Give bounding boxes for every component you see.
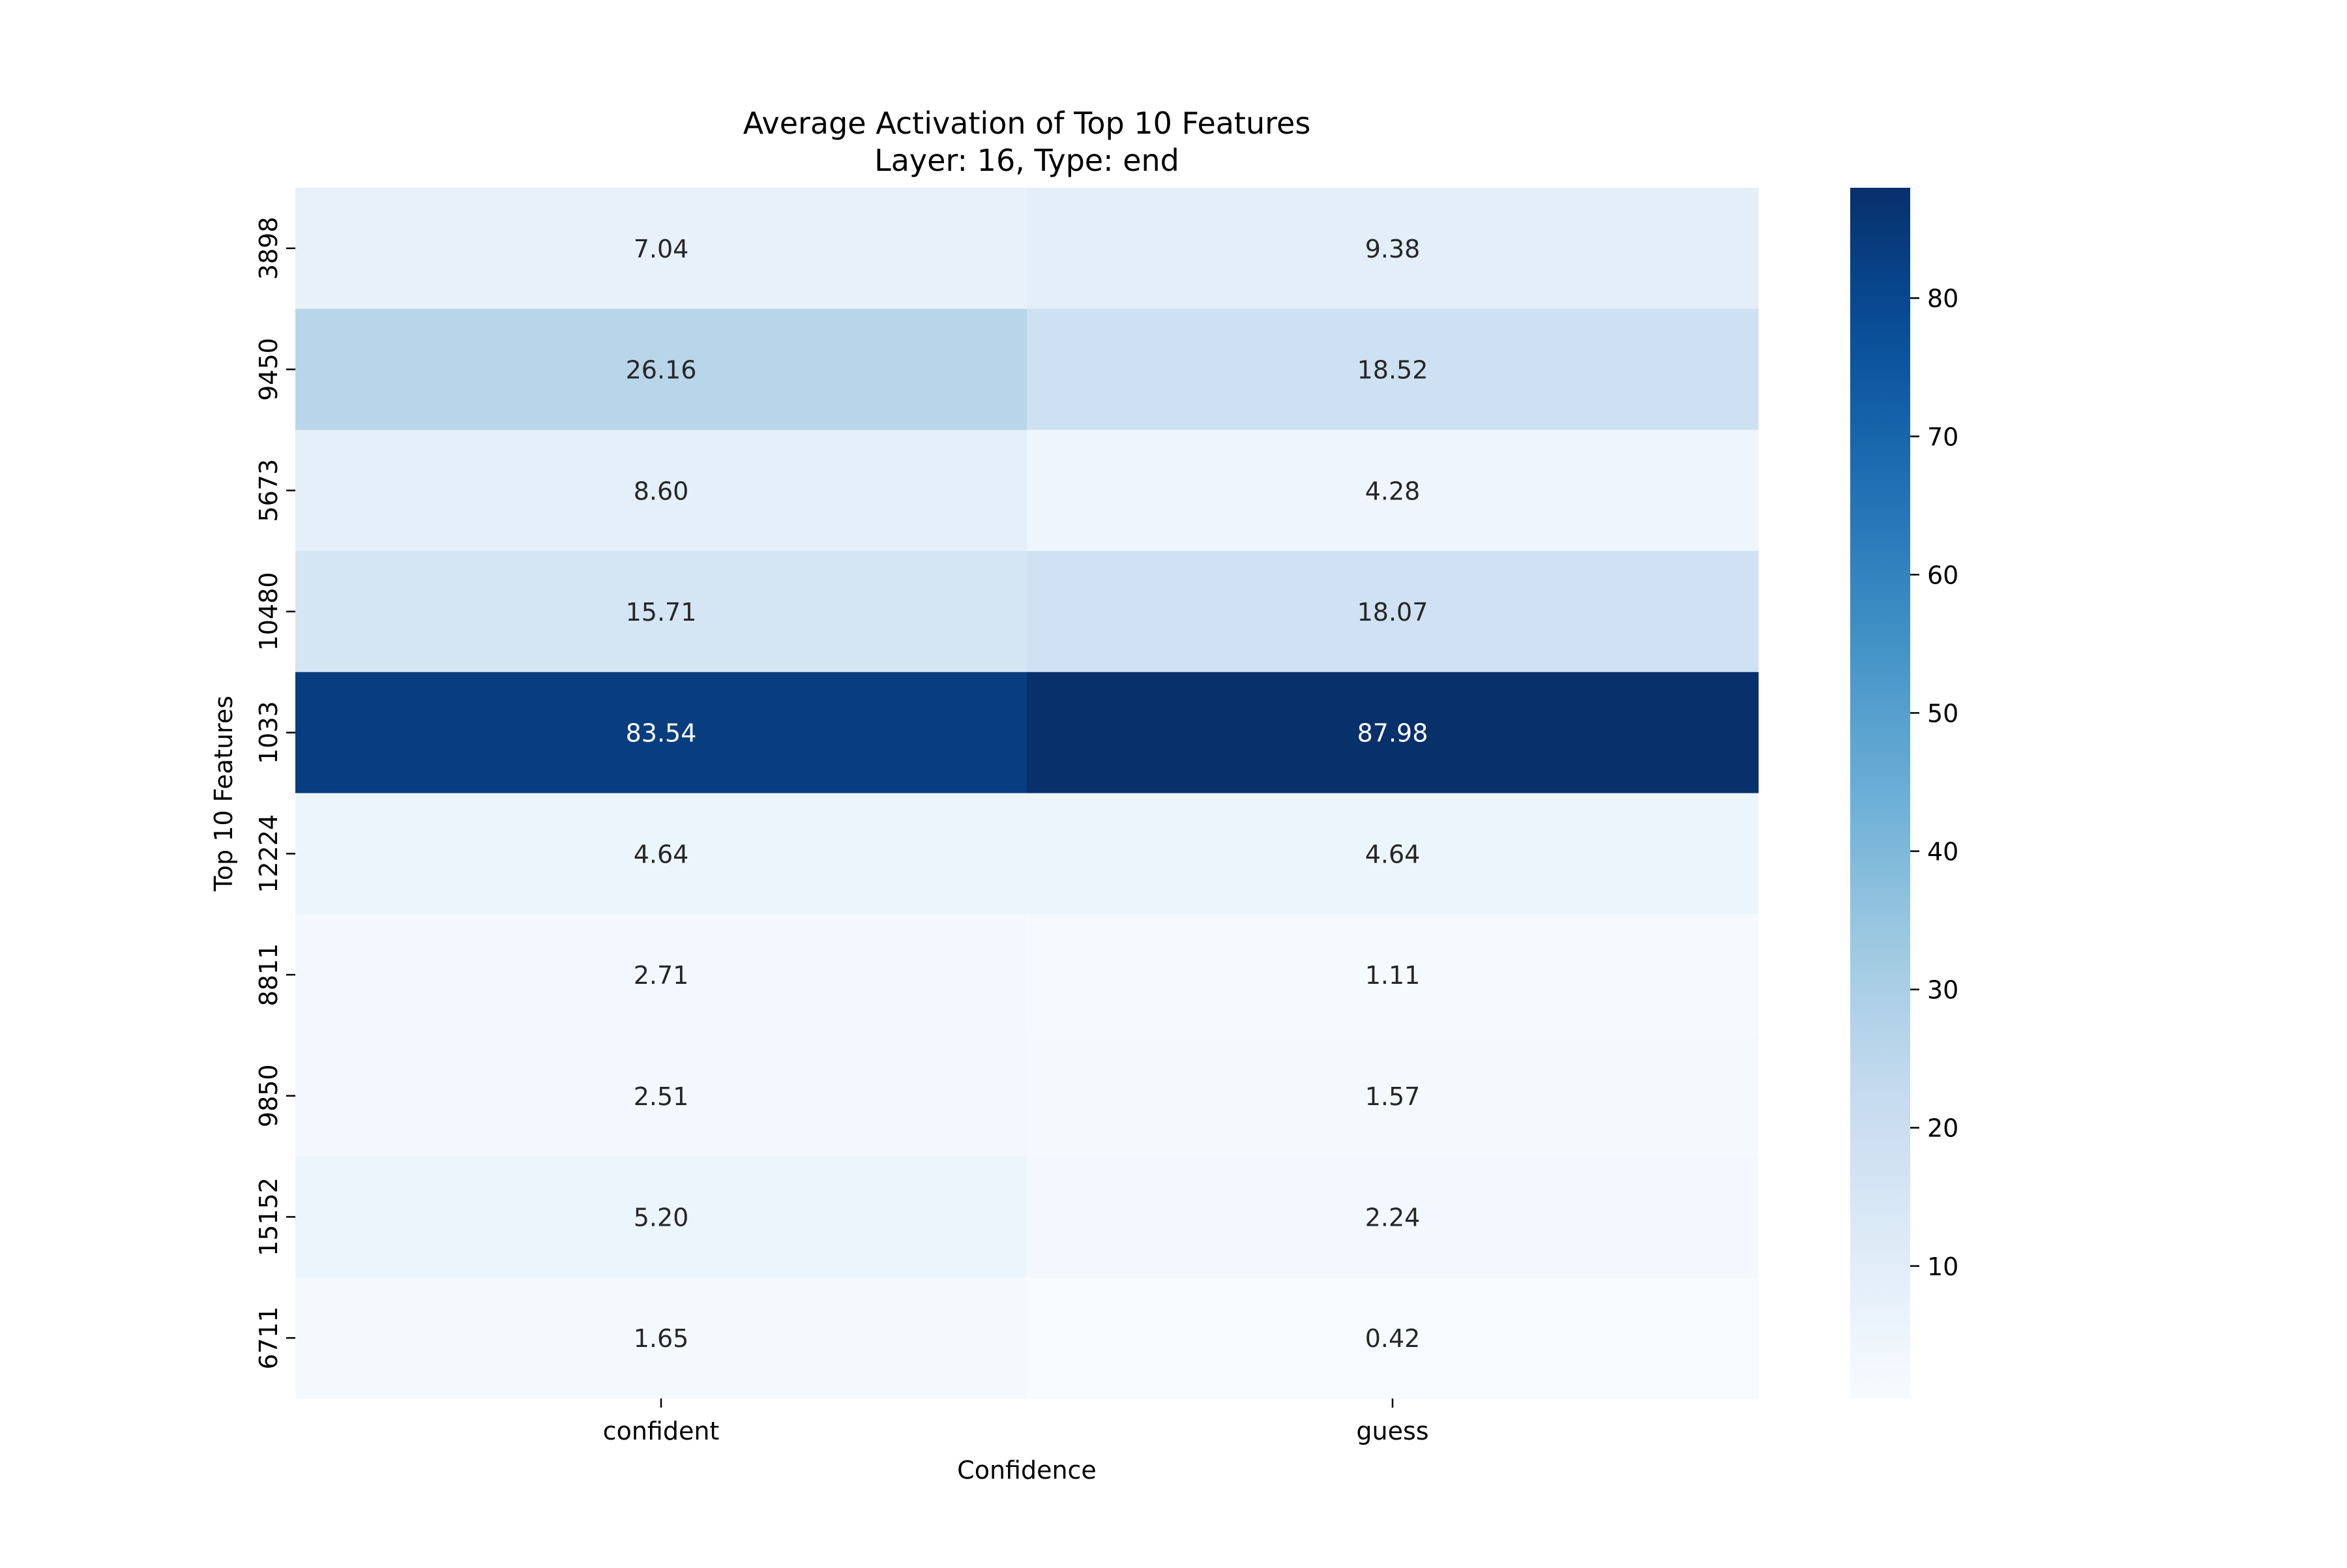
- heatmap-cell: [1027, 430, 1759, 552]
- cell-value-label: 4.28: [1365, 477, 1421, 505]
- colorbar-tick-label: 60: [1927, 561, 1958, 589]
- cell-value-label: 2.51: [634, 1082, 689, 1111]
- colorbar-tick-label: 70: [1927, 422, 1958, 451]
- cell-value-label: 4.64: [1365, 840, 1421, 868]
- y-tick-label: 5673: [254, 459, 283, 522]
- heatmap-cell: [295, 1156, 1027, 1278]
- cell-value-label: 83.54: [626, 719, 697, 748]
- cell-value-label: 1.11: [1365, 961, 1421, 990]
- cell-value-label: 5.20: [634, 1203, 689, 1232]
- heatmap-cell: [295, 308, 1027, 430]
- heatmap-cell: [295, 914, 1027, 1036]
- cell-value-label: 1.57: [1365, 1082, 1421, 1111]
- x-tick-label: guess: [1356, 1417, 1428, 1445]
- cell-value-label: 8.60: [634, 477, 689, 505]
- x-axis: confident guess: [603, 1398, 1429, 1445]
- cell-value-label: 0.42: [1365, 1324, 1421, 1353]
- cell-value-label: 7.04: [634, 235, 689, 263]
- colorbar-tick-label: 10: [1927, 1252, 1958, 1281]
- heatmap-cell: [1027, 551, 1759, 673]
- cell-value-label: 87.98: [1357, 719, 1428, 748]
- y-axis-label: Top 10 Features: [209, 696, 238, 892]
- colorbar-tick-label: 80: [1927, 284, 1958, 313]
- heatmap-cell: [295, 430, 1027, 552]
- cell-value-label: 18.52: [1357, 356, 1428, 385]
- x-tick-label: confident: [603, 1417, 720, 1445]
- colorbar-tick-label: 40: [1927, 838, 1958, 866]
- y-tick-label: 8811: [254, 943, 283, 1007]
- heatmap-cell: [295, 188, 1027, 310]
- cell-value-label: 2.24: [1365, 1203, 1421, 1232]
- colorbar-gradient: [1850, 188, 1910, 1398]
- heatmap-cell: [295, 672, 1027, 793]
- colorbar: 10 20 30 40 50 60 70 80: [1850, 188, 1958, 1398]
- heatmap-cell: [1027, 914, 1759, 1036]
- y-tick-label: 6711: [254, 1307, 283, 1370]
- cell-value-label: 18.07: [1357, 598, 1428, 627]
- cell-value-label: 9.38: [1365, 235, 1421, 263]
- cell-value-label: 15.71: [626, 598, 697, 627]
- heatmap-cell: [1027, 672, 1759, 793]
- cell-value-label: 4.64: [634, 840, 689, 868]
- y-axis: 3898 9450 5673 10480 1033 12224 8811 9850 15152 6…: [254, 216, 295, 1370]
- y-tick-label: 9450: [254, 338, 283, 401]
- cell-value-label: 1.65: [634, 1324, 689, 1353]
- heatmap-cell: [1027, 1035, 1759, 1157]
- cell-value-label: 26.16: [626, 356, 697, 385]
- colorbar-tick-label: 50: [1927, 699, 1958, 728]
- chart-subtitle: Layer: 16, Type: end: [874, 143, 1179, 178]
- heatmap-cell: [295, 551, 1027, 673]
- y-tick-label: 10480: [254, 572, 283, 651]
- y-tick-label: 3898: [254, 216, 283, 280]
- y-tick-label: 12224: [254, 814, 283, 893]
- y-tick-label: 9850: [254, 1064, 283, 1127]
- colorbar-tick-label: 30: [1927, 976, 1958, 1005]
- heatmap-cells: [295, 188, 1759, 1399]
- heatmap-cell-labels: 7.04 9.38 26.16 18.52 8.60 4.28 15.71 18.07 83.5…: [626, 235, 1428, 1353]
- y-tick-label: 15152: [254, 1177, 283, 1256]
- heatmap-cell: [1027, 1156, 1759, 1278]
- heatmap-cell: [295, 1277, 1027, 1399]
- heatmap-cell: [1027, 188, 1759, 310]
- chart-title: Average Activation of Top 10 Features: [743, 106, 1311, 141]
- cell-value-label: 2.71: [634, 961, 689, 990]
- heatmap-cell: [295, 1035, 1027, 1157]
- heatmap-cell: [1027, 1277, 1759, 1399]
- heatmap-cell: [295, 793, 1027, 915]
- y-tick-label: 1033: [254, 701, 283, 764]
- x-axis-label: Confidence: [957, 1456, 1097, 1485]
- colorbar-tick-label: 20: [1927, 1114, 1958, 1143]
- heatmap-cell: [1027, 308, 1759, 430]
- heatmap-cell: [1027, 793, 1759, 915]
